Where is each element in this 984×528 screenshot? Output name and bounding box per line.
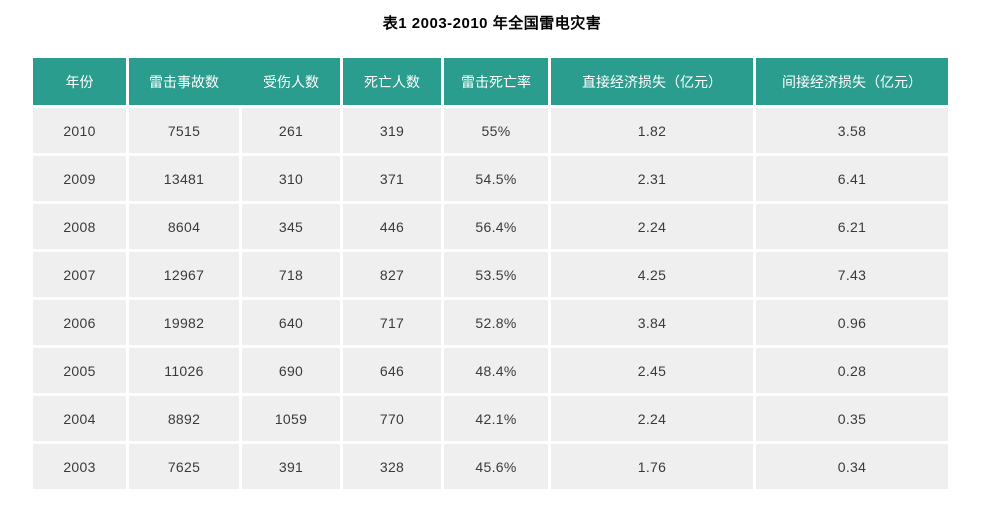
table-cell-r6-c6: 0.35 <box>756 396 948 441</box>
table-cell-r4-c5: 3.84 <box>551 300 753 345</box>
table-cell-r3-c4: 53.5% <box>444 252 548 297</box>
table-cell-r3-c3: 827 <box>343 252 441 297</box>
table-cell-r2-c0: 2008 <box>33 204 126 249</box>
table-cell-r4-c2: 640 <box>242 300 340 345</box>
table-cell-r4-c3: 717 <box>343 300 441 345</box>
table-cell-r7-c1: 7625 <box>129 444 239 489</box>
table-cell-r7-c6: 0.34 <box>756 444 948 489</box>
table-cell-r2-c1: 8604 <box>129 204 239 249</box>
table-cell-r3-c2: 718 <box>242 252 340 297</box>
table-cell-r1-c3: 371 <box>343 156 441 201</box>
table-cell-r1-c2: 310 <box>242 156 340 201</box>
table-cell-r5-c4: 48.4% <box>444 348 548 393</box>
table-cell-r5-c5: 2.45 <box>551 348 753 393</box>
table-cell-r7-c3: 328 <box>343 444 441 489</box>
table-cell-r0-c2: 261 <box>242 108 340 153</box>
table-cell-r5-c0: 2005 <box>33 348 126 393</box>
table-cell-r6-c4: 42.1% <box>444 396 548 441</box>
table-cell-r1-c4: 54.5% <box>444 156 548 201</box>
table-cell-r0-c4: 55% <box>444 108 548 153</box>
table-cell-r6-c0: 2004 <box>33 396 126 441</box>
table-cell-r6-c2: 1059 <box>242 396 340 441</box>
table-cell-r3-c1: 12967 <box>129 252 239 297</box>
table-cell-r6-c1: 8892 <box>129 396 239 441</box>
column-header-deaths: 死亡人数 <box>343 58 441 105</box>
table-cell-r0-c6: 3.58 <box>756 108 948 153</box>
table-cell-r5-c3: 646 <box>343 348 441 393</box>
table-cell-r4-c0: 2006 <box>33 300 126 345</box>
table-cell-r2-c5: 2.24 <box>551 204 753 249</box>
column-header-death-rate: 雷击死亡率 <box>444 58 548 105</box>
table-cell-r0-c3: 319 <box>343 108 441 153</box>
table-cell-r0-c5: 1.82 <box>551 108 753 153</box>
table-cell-r2-c6: 6.21 <box>756 204 948 249</box>
lightning-disaster-table: 年份 雷击事故数 受伤人数 死亡人数 雷击死亡率 直接经济损失（亿元） 间接经济… <box>33 58 948 489</box>
table-cell-r4-c6: 0.96 <box>756 300 948 345</box>
column-header-accidents: 雷击事故数 <box>129 58 239 105</box>
table-cell-r0-c1: 7515 <box>129 108 239 153</box>
table-cell-r5-c6: 0.28 <box>756 348 948 393</box>
table-cell-r3-c0: 2007 <box>33 252 126 297</box>
table-cell-r1-c0: 2009 <box>33 156 126 201</box>
table-cell-r1-c6: 6.41 <box>756 156 948 201</box>
table-cell-r1-c5: 2.31 <box>551 156 753 201</box>
table-cell-r3-c5: 4.25 <box>551 252 753 297</box>
column-header-year: 年份 <box>33 58 126 105</box>
table-cell-r5-c2: 690 <box>242 348 340 393</box>
table-cell-r3-c6: 7.43 <box>756 252 948 297</box>
table-cell-r2-c2: 345 <box>242 204 340 249</box>
table-cell-r4-c4: 52.8% <box>444 300 548 345</box>
table-cell-r0-c0: 2010 <box>33 108 126 153</box>
column-header-injuries: 受伤人数 <box>239 58 340 105</box>
table-cell-r1-c1: 13481 <box>129 156 239 201</box>
column-header-indirect-loss: 间接经济损失（亿元） <box>756 58 948 105</box>
table-cell-r2-c4: 56.4% <box>444 204 548 249</box>
table-cell-r7-c5: 1.76 <box>551 444 753 489</box>
table-cell-r2-c3: 446 <box>343 204 441 249</box>
table-cell-r6-c3: 770 <box>343 396 441 441</box>
table-cell-r7-c0: 2003 <box>33 444 126 489</box>
table-cell-r4-c1: 19982 <box>129 300 239 345</box>
table-cell-r5-c1: 11026 <box>129 348 239 393</box>
table-cell-r6-c5: 2.24 <box>551 396 753 441</box>
page-title: 表1 2003-2010 年全国雷电灾害 <box>382 15 602 32</box>
table-cell-r7-c2: 391 <box>242 444 340 489</box>
column-header-direct-loss: 直接经济损失（亿元） <box>551 58 753 105</box>
table-cell-r7-c4: 45.6% <box>444 444 548 489</box>
